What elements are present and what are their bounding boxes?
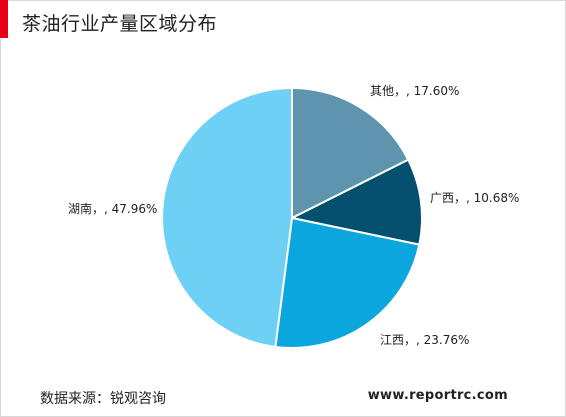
website-link[interactable]: www.reportrc.com xyxy=(367,388,508,403)
pie-slice-4 xyxy=(161,86,293,349)
pie-slice-3 xyxy=(274,216,421,349)
data-source-note: 数据来源：锐观咨询 xyxy=(40,391,166,407)
pie-slice-2 xyxy=(288,158,423,246)
chart-title: 茶油行业产量区域分布 xyxy=(22,13,218,35)
pie-label-4: 湖南，, 47.96% xyxy=(68,201,157,216)
pie-label-1: 其他，, 17.60% xyxy=(370,84,459,98)
pie-label-2: 广西，, 10.68% xyxy=(430,191,519,205)
pie-label-3: 江西，, 23.76% xyxy=(380,333,469,347)
pie-labels: 其他，, 17.60% 广西，, 10.68% 江西，, 23.76% 湖南，, 47… xyxy=(68,84,519,347)
pie-slice-1 xyxy=(291,86,410,220)
title-accent-bar xyxy=(0,0,8,38)
pie-slices xyxy=(161,86,423,349)
